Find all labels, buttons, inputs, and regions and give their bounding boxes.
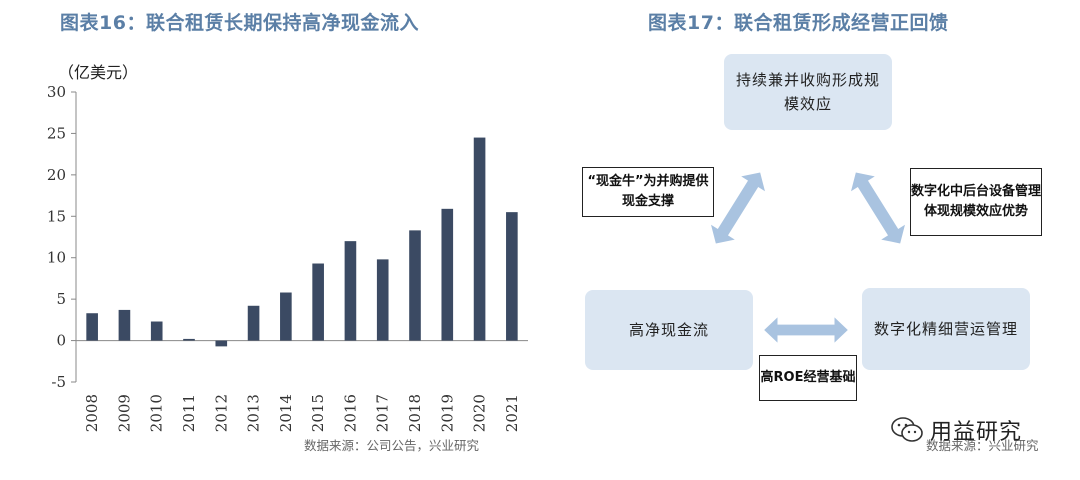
x-tick-label-2015: 2015	[309, 394, 327, 432]
watermark-text: 用益研究	[930, 420, 1023, 445]
bar-2021	[506, 212, 518, 341]
x-tick-label-2017: 2017	[374, 394, 392, 432]
x-tick-label-2020: 2020	[471, 394, 489, 432]
digital-ops-box: 数字化精细营运管理	[862, 288, 1030, 370]
left-double-arrow	[703, 165, 773, 251]
bar-2010	[150, 321, 163, 341]
watermark: 用益研究	[890, 414, 1022, 446]
bar-2008	[86, 313, 98, 341]
bar-2013	[247, 305, 260, 341]
bar-2014	[280, 292, 292, 341]
x-tick-label-2019: 2019	[438, 394, 456, 432]
y-tick-label: 10	[47, 249, 66, 267]
bar-2011	[183, 338, 195, 341]
y-tick-label: -5	[51, 373, 66, 391]
x-tick-label-2021: 2021	[503, 394, 521, 432]
digital-backoffice-note: 数字化中后台设备管理体现规模效应优势	[910, 168, 1042, 236]
right-double-arrow	[843, 165, 913, 251]
bar-2019	[441, 208, 454, 341]
y-unit-label: （亿美元）	[58, 63, 138, 82]
wechat-icon	[891, 417, 923, 442]
x-tick-label-2011: 2011	[180, 394, 198, 432]
right-diagram-title: 图表17：联合租赁形成经营正回馈	[648, 12, 949, 34]
y-tick-label: 5	[56, 290, 66, 308]
cash-cow-note: “现金牛”为并购提供现金支撑	[582, 167, 714, 217]
cash-flow-bar-chart: （亿美元） -5 0 5 10 15 20 25 30 2008 2009 2010 2011 2012…	[47, 63, 528, 432]
bar-2015	[312, 263, 324, 341]
x-tick-label-2012: 2012	[212, 394, 230, 432]
x-tick-label-2018: 2018	[406, 394, 424, 432]
y-tick-label: 15	[47, 207, 66, 225]
x-tick-label-2013: 2013	[245, 394, 263, 432]
bar-2020	[473, 137, 486, 341]
x-tick-label-2010: 2010	[148, 394, 166, 432]
y-tick-label: 30	[47, 83, 66, 101]
y-tick-label: 0	[56, 332, 66, 350]
roe-note: 高ROE经营基础	[759, 355, 857, 401]
bar-2018	[409, 230, 421, 341]
bottom-double-arrow	[764, 317, 848, 343]
bar-2009	[118, 309, 131, 341]
left-source-note: 数据来源：公司公告，兴业研究	[304, 438, 480, 453]
bar-2017	[376, 259, 389, 341]
y-tick-label: 25	[47, 124, 66, 142]
y-tick-label: 20	[47, 166, 66, 184]
mna-scale-box: 持续兼并收购形成规模效应	[724, 54, 892, 130]
right-source-note: 数据来源：兴业研究	[926, 438, 1039, 453]
x-tick-label-2008: 2008	[83, 394, 101, 432]
bar-2016	[344, 241, 357, 341]
bar-2012	[215, 340, 228, 347]
left-chart-title: 图表16：联合租赁长期保持高净现金流入	[60, 12, 419, 34]
x-tick-label-2009: 2009	[115, 394, 133, 432]
cash-flow-box: 高净现金流	[585, 290, 753, 370]
x-tick-label-2016: 2016	[341, 394, 359, 432]
x-tick-label-2014: 2014	[277, 394, 295, 432]
